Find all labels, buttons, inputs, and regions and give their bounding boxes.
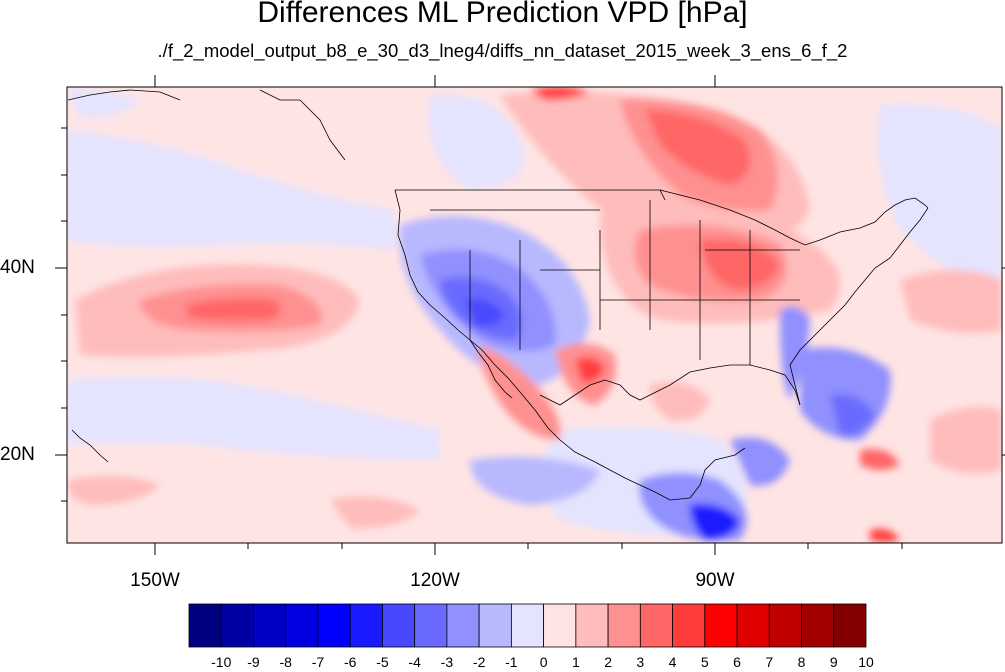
colorbar-swatch bbox=[382, 603, 416, 648]
lon-label-120w: 120W bbox=[410, 570, 460, 591]
colorbar-label: -6 bbox=[343, 654, 357, 670]
colorbar-label: 3 bbox=[636, 654, 645, 670]
colorbar-swatch bbox=[639, 603, 673, 648]
colorbar-label: 6 bbox=[733, 654, 741, 670]
lon-label-150w: 150W bbox=[130, 570, 180, 591]
colorbar-swatch bbox=[833, 603, 867, 648]
colorbar-swatch bbox=[478, 603, 512, 648]
colorbar-swatch bbox=[672, 603, 706, 648]
colorbar-swatch bbox=[446, 603, 480, 648]
map-field bbox=[67, 87, 1002, 543]
colorbar bbox=[188, 603, 867, 648]
colorbar-label: -2 bbox=[472, 654, 486, 670]
colorbar-swatch bbox=[801, 603, 835, 648]
colorbar-swatch bbox=[220, 603, 254, 648]
colorbar-swatch bbox=[414, 603, 448, 648]
colorbar-swatch bbox=[285, 603, 319, 648]
colorbar-swatch bbox=[768, 603, 802, 648]
colorbar-label: -5 bbox=[376, 654, 389, 670]
lat-label-20n: 20N bbox=[0, 444, 35, 465]
colorbar-swatch bbox=[575, 603, 609, 648]
colorbar-label: -7 bbox=[311, 654, 325, 670]
colorbar-label: -10 bbox=[211, 654, 232, 670]
colorbar-swatch bbox=[253, 603, 287, 648]
colorbar-swatch bbox=[543, 603, 577, 648]
colorbar-swatch bbox=[704, 603, 738, 648]
colorbar-label: -4 bbox=[408, 654, 421, 670]
lat-label-40n: 40N bbox=[0, 257, 35, 278]
colorbar-label: 9 bbox=[829, 654, 838, 670]
colorbar-label: 1 bbox=[571, 654, 580, 670]
colorbar-label: 4 bbox=[668, 654, 677, 670]
colorbar-label: 5 bbox=[700, 654, 709, 670]
colorbar-label: -9 bbox=[247, 654, 260, 670]
colorbar-swatch bbox=[317, 603, 351, 648]
colorbar-swatch bbox=[188, 603, 222, 648]
tick-marks bbox=[55, 75, 1005, 555]
colorbar-swatch bbox=[607, 603, 641, 648]
colorbar-label: 10 bbox=[858, 654, 874, 670]
map-title: Differences ML Prediction VPD [hPa] bbox=[257, 0, 748, 29]
colorbar-label: 7 bbox=[765, 654, 774, 670]
colorbar-label: -1 bbox=[505, 654, 518, 670]
map-subtitle: ./f_2_model_output_b8_e_30_d3_lneg4/diff… bbox=[157, 40, 848, 61]
colorbar-swatch bbox=[349, 603, 383, 648]
colorbar-swatch bbox=[736, 603, 770, 648]
colorbar-label: 0 bbox=[539, 654, 548, 670]
colorbar-label: 8 bbox=[797, 654, 806, 670]
colorbar-swatch bbox=[510, 603, 545, 648]
colorbar-label: -8 bbox=[279, 654, 292, 670]
coastlines bbox=[67, 89, 929, 501]
colorbar-label: 2 bbox=[604, 654, 612, 670]
colorbar-label: -3 bbox=[440, 654, 454, 670]
lon-label-90w: 90W bbox=[695, 570, 735, 591]
